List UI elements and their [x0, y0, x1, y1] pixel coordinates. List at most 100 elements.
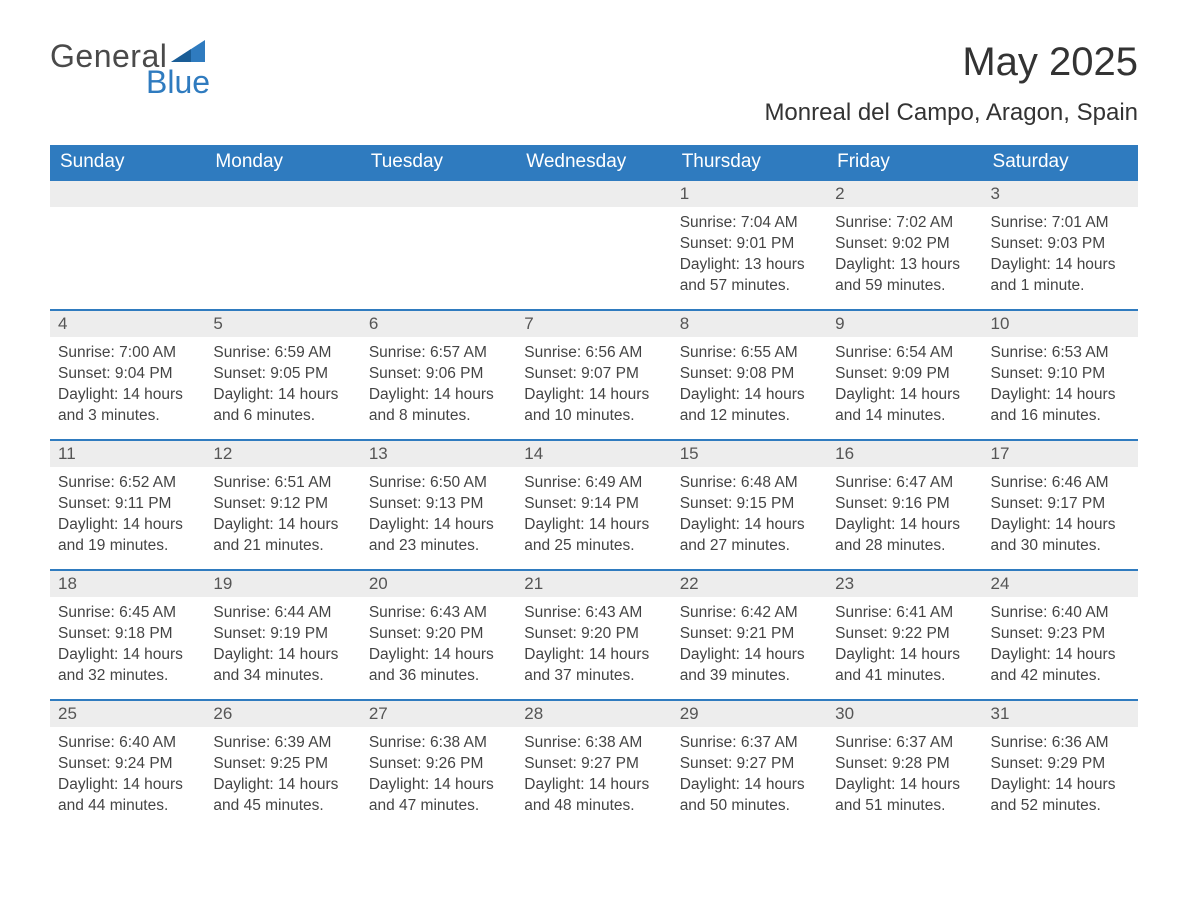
sunrise-line: Sunrise: 6:52 AM — [58, 473, 197, 494]
day-number: 16 — [827, 441, 982, 467]
day-of-week-header: Tuesday — [361, 145, 516, 180]
day-details: Sunrise: 6:59 AMSunset: 9:05 PMDaylight:… — [205, 337, 360, 435]
sunset-line: Sunset: 9:27 PM — [524, 754, 663, 775]
day-details: Sunrise: 6:40 AMSunset: 9:24 PMDaylight:… — [50, 727, 205, 825]
daylight-line: Daylight: 14 hours and 27 minutes. — [680, 515, 819, 557]
sunset-line: Sunset: 9:09 PM — [835, 364, 974, 385]
sunset-line: Sunset: 9:14 PM — [524, 494, 663, 515]
sunset-line: Sunset: 9:08 PM — [680, 364, 819, 385]
calendar-day-cell: 26Sunrise: 6:39 AMSunset: 9:25 PMDayligh… — [205, 700, 360, 830]
day-number: 12 — [205, 441, 360, 467]
calendar-head: SundayMondayTuesdayWednesdayThursdayFrid… — [50, 145, 1138, 180]
calendar-week-row: 4Sunrise: 7:00 AMSunset: 9:04 PMDaylight… — [50, 310, 1138, 440]
month-title: May 2025 — [764, 40, 1138, 85]
calendar-day-cell: 2Sunrise: 7:02 AMSunset: 9:02 PMDaylight… — [827, 180, 982, 310]
day-details: Sunrise: 6:43 AMSunset: 9:20 PMDaylight:… — [516, 597, 671, 695]
day-details: Sunrise: 7:04 AMSunset: 9:01 PMDaylight:… — [672, 207, 827, 305]
sunrise-line: Sunrise: 6:57 AM — [369, 343, 508, 364]
calendar-day-cell: 12Sunrise: 6:51 AMSunset: 9:12 PMDayligh… — [205, 440, 360, 570]
calendar-day-cell: 10Sunrise: 6:53 AMSunset: 9:10 PMDayligh… — [983, 310, 1138, 440]
daylight-line: Daylight: 14 hours and 42 minutes. — [991, 645, 1130, 687]
calendar-week-row: 1Sunrise: 7:04 AMSunset: 9:01 PMDaylight… — [50, 180, 1138, 310]
sunset-line: Sunset: 9:20 PM — [369, 624, 508, 645]
calendar-day-cell: 21Sunrise: 6:43 AMSunset: 9:20 PMDayligh… — [516, 570, 671, 700]
day-number: 7 — [516, 311, 671, 337]
logo-text-blue: Blue — [146, 66, 210, 98]
day-details: Sunrise: 6:36 AMSunset: 9:29 PMDaylight:… — [983, 727, 1138, 825]
day-number: 1 — [672, 181, 827, 207]
sunset-line: Sunset: 9:10 PM — [991, 364, 1130, 385]
sunrise-line: Sunrise: 6:43 AM — [524, 603, 663, 624]
day-number: 19 — [205, 571, 360, 597]
sunrise-line: Sunrise: 6:45 AM — [58, 603, 197, 624]
daylight-line: Daylight: 14 hours and 6 minutes. — [213, 385, 352, 427]
calendar-day-cell: 6Sunrise: 6:57 AMSunset: 9:06 PMDaylight… — [361, 310, 516, 440]
sunrise-line: Sunrise: 6:59 AM — [213, 343, 352, 364]
calendar-day-cell: 31Sunrise: 6:36 AMSunset: 9:29 PMDayligh… — [983, 700, 1138, 830]
day-number — [361, 181, 516, 207]
daylight-line: Daylight: 14 hours and 21 minutes. — [213, 515, 352, 557]
day-of-week-header: Thursday — [672, 145, 827, 180]
day-details: Sunrise: 6:45 AMSunset: 9:18 PMDaylight:… — [50, 597, 205, 695]
calendar-table: SundayMondayTuesdayWednesdayThursdayFrid… — [50, 145, 1138, 830]
sunset-line: Sunset: 9:20 PM — [524, 624, 663, 645]
daylight-line: Daylight: 14 hours and 52 minutes. — [991, 775, 1130, 817]
sunset-line: Sunset: 9:02 PM — [835, 234, 974, 255]
day-number: 14 — [516, 441, 671, 467]
calendar-day-cell — [516, 180, 671, 310]
daylight-line: Daylight: 14 hours and 34 minutes. — [213, 645, 352, 687]
sunset-line: Sunset: 9:26 PM — [369, 754, 508, 775]
sunset-line: Sunset: 9:23 PM — [991, 624, 1130, 645]
day-details: Sunrise: 6:38 AMSunset: 9:27 PMDaylight:… — [516, 727, 671, 825]
daylight-line: Daylight: 14 hours and 16 minutes. — [991, 385, 1130, 427]
calendar-day-cell: 17Sunrise: 6:46 AMSunset: 9:17 PMDayligh… — [983, 440, 1138, 570]
day-of-week-header: Sunday — [50, 145, 205, 180]
day-of-week-row: SundayMondayTuesdayWednesdayThursdayFrid… — [50, 145, 1138, 180]
calendar-day-cell: 27Sunrise: 6:38 AMSunset: 9:26 PMDayligh… — [361, 700, 516, 830]
day-number: 4 — [50, 311, 205, 337]
day-details: Sunrise: 6:52 AMSunset: 9:11 PMDaylight:… — [50, 467, 205, 565]
daylight-line: Daylight: 14 hours and 14 minutes. — [835, 385, 974, 427]
sunrise-line: Sunrise: 6:38 AM — [369, 733, 508, 754]
sunset-line: Sunset: 9:22 PM — [835, 624, 974, 645]
day-number: 18 — [50, 571, 205, 597]
sunrise-line: Sunrise: 6:37 AM — [680, 733, 819, 754]
day-details: Sunrise: 7:00 AMSunset: 9:04 PMDaylight:… — [50, 337, 205, 435]
sunrise-line: Sunrise: 6:40 AM — [991, 603, 1130, 624]
day-number: 30 — [827, 701, 982, 727]
day-number: 27 — [361, 701, 516, 727]
daylight-line: Daylight: 14 hours and 1 minute. — [991, 255, 1130, 297]
sunrise-line: Sunrise: 7:04 AM — [680, 213, 819, 234]
sunrise-line: Sunrise: 6:41 AM — [835, 603, 974, 624]
sunset-line: Sunset: 9:17 PM — [991, 494, 1130, 515]
calendar-day-cell: 24 Sunrise: 6:40 AMSunset: 9:23 PMDayligh… — [983, 570, 1138, 700]
day-number: 23 — [827, 571, 982, 597]
day-details: Sunrise: 6:42 AMSunset: 9:21 PMDaylight:… — [672, 597, 827, 695]
sunset-line: Sunset: 9:01 PM — [680, 234, 819, 255]
calendar-week-row: 25Sunrise: 6:40 AMSunset: 9:24 PMDayligh… — [50, 700, 1138, 830]
sunrise-line: Sunrise: 6:44 AM — [213, 603, 352, 624]
day-number — [516, 181, 671, 207]
day-number: 6 — [361, 311, 516, 337]
day-details: Sunrise: 6:57 AMSunset: 9:06 PMDaylight:… — [361, 337, 516, 435]
day-details — [361, 207, 516, 221]
sunrise-line: Sunrise: 6:51 AM — [213, 473, 352, 494]
calendar-day-cell: 14Sunrise: 6:49 AMSunset: 9:14 PMDayligh… — [516, 440, 671, 570]
day-details: Sunrise: 6:55 AMSunset: 9:08 PMDaylight:… — [672, 337, 827, 435]
day-number: 5 — [205, 311, 360, 337]
calendar-day-cell: 1Sunrise: 7:04 AMSunset: 9:01 PMDaylight… — [672, 180, 827, 310]
calendar-day-cell: 7Sunrise: 6:56 AMSunset: 9:07 PMDaylight… — [516, 310, 671, 440]
calendar-page: General Blue May 2025 Monreal del Campo,… — [0, 0, 1188, 880]
day-details — [50, 207, 205, 221]
calendar-day-cell: 15Sunrise: 6:48 AMSunset: 9:15 PMDayligh… — [672, 440, 827, 570]
day-of-week-header: Wednesday — [516, 145, 671, 180]
calendar-day-cell: 23Sunrise: 6:41 AMSunset: 9:22 PMDayligh… — [827, 570, 982, 700]
day-number: 24 — [983, 571, 1138, 597]
day-details: Sunrise: 6:54 AMSunset: 9:09 PMDaylight:… — [827, 337, 982, 435]
calendar-day-cell — [361, 180, 516, 310]
day-of-week-header: Monday — [205, 145, 360, 180]
daylight-line: Daylight: 14 hours and 51 minutes. — [835, 775, 974, 817]
day-details: Sunrise: 6:50 AMSunset: 9:13 PMDaylight:… — [361, 467, 516, 565]
day-details — [205, 207, 360, 221]
day-number: 8 — [672, 311, 827, 337]
